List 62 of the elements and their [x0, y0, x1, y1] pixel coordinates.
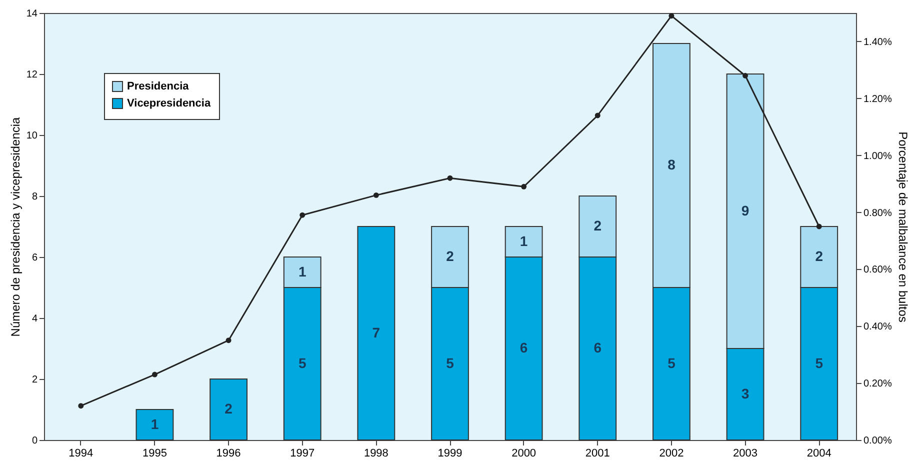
- x-tick-label: 1995: [142, 448, 167, 460]
- x-tick-label: 1998: [364, 448, 388, 460]
- data-label: 8: [668, 156, 676, 172]
- y2-tick-label: 0.00%: [864, 436, 892, 446]
- y-tick-label: 8: [32, 192, 38, 202]
- y2-axis-title: Porcentaje de malbalance en bultos: [896, 132, 910, 322]
- y2-tick-label: 0.40%: [864, 322, 892, 333]
- legend-label: Presidencia: [127, 80, 190, 92]
- data-label: 5: [815, 354, 824, 371]
- data-label: 5: [668, 354, 676, 371]
- data-label: 1: [520, 232, 528, 249]
- point: [447, 175, 453, 181]
- data-label: 1: [298, 263, 306, 280]
- x-tick-label: 2004: [806, 448, 832, 460]
- y-tick-label: 6: [32, 252, 38, 264]
- y2-tick-label: 0.60%: [864, 264, 892, 276]
- data-label: 2: [446, 248, 454, 264]
- y2-tick-label: 1.00%: [864, 150, 892, 162]
- point: [152, 372, 158, 378]
- data-label: 7: [372, 324, 380, 340]
- data-label: 9: [741, 202, 750, 218]
- point: [78, 403, 84, 409]
- point: [594, 112, 600, 118]
- y-tick-label: 14: [26, 8, 38, 20]
- x-tick-label: 2000: [512, 448, 536, 460]
- x-tick-label: 1999: [438, 448, 462, 460]
- data-label: 6: [594, 340, 602, 356]
- y-axis-title: Número de presidencia y vicepresidencia: [8, 116, 22, 337]
- point: [668, 13, 674, 19]
- bar: [357, 226, 396, 440]
- data-label: 1: [150, 416, 159, 432]
- y2-tick-label: 0.20%: [864, 378, 892, 390]
- bar: [210, 378, 248, 440]
- bar: [136, 409, 174, 440]
- y2-tick-label: 0.80%: [864, 208, 892, 219]
- x-tick-label: 1997: [290, 448, 315, 460]
- point: [521, 184, 527, 190]
- data-label: 2: [224, 400, 233, 416]
- point: [742, 72, 748, 78]
- y2-tick-label: 1.20%: [864, 94, 892, 105]
- point: [373, 192, 379, 198]
- data-label: 2: [815, 248, 824, 264]
- x-tick-label: 2003: [733, 448, 758, 460]
- data-label: 2: [594, 218, 602, 234]
- y-tick-label: 4: [32, 314, 38, 324]
- y2-tick-label: 1.40%: [864, 36, 892, 48]
- y-tick-label: 12: [26, 70, 38, 80]
- x-tick-label: 2001: [585, 448, 610, 460]
- point: [226, 338, 232, 344]
- x-tick-label: 1994: [68, 448, 94, 460]
- legend-label: Vicepresidencia: [127, 98, 212, 110]
- y-tick-label: 10: [26, 130, 38, 142]
- point: [300, 212, 306, 218]
- data-label: 5: [446, 354, 454, 371]
- x-tick-label: 2002: [659, 448, 684, 460]
- x-tick-label: 1996: [216, 448, 241, 460]
- y-tick-label: 2: [32, 374, 38, 386]
- y-tick-label: 0: [32, 436, 38, 446]
- data-label: 6: [520, 340, 528, 356]
- data-label: 5: [298, 354, 306, 371]
- data-label: 3: [741, 385, 750, 402]
- point: [816, 224, 822, 230]
